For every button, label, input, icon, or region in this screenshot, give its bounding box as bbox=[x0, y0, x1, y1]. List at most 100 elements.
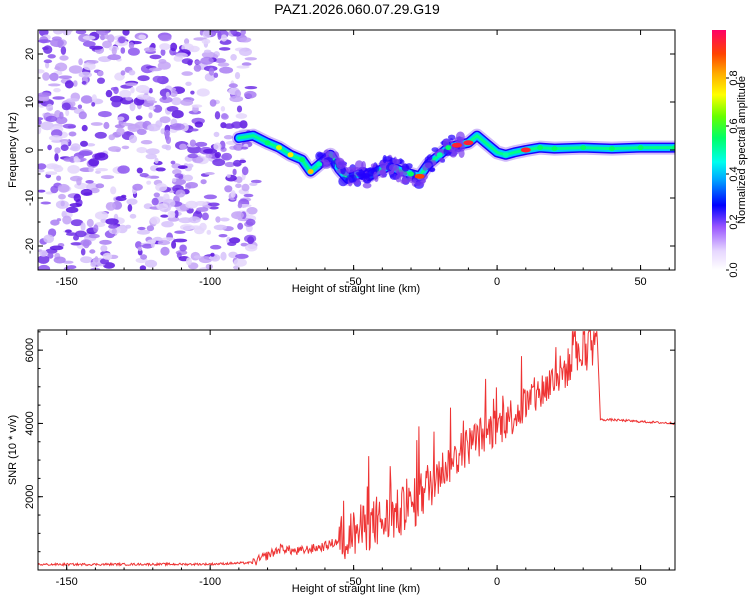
ridge-peak-mark bbox=[316, 161, 323, 167]
noise-speckle bbox=[188, 216, 201, 224]
noise-speckle bbox=[118, 36, 126, 44]
noise-speckle bbox=[148, 87, 153, 94]
ridge-speckle bbox=[330, 160, 336, 169]
noise-speckle bbox=[165, 91, 170, 98]
noise-speckle bbox=[146, 180, 152, 185]
noise-speckle bbox=[182, 174, 194, 182]
noise-speckle bbox=[90, 122, 103, 126]
noise-speckle bbox=[38, 264, 51, 270]
noise-speckle bbox=[39, 250, 48, 257]
noise-speckle bbox=[237, 222, 244, 230]
noise-speckle bbox=[178, 175, 184, 180]
noise-speckle bbox=[203, 148, 218, 154]
noise-speckle bbox=[73, 193, 82, 202]
noise-speckle bbox=[110, 186, 117, 195]
noise-speckle bbox=[172, 169, 182, 175]
noise-speckle bbox=[73, 156, 79, 162]
noise-speckle bbox=[83, 61, 96, 71]
noise-speckle bbox=[241, 62, 252, 66]
ridge-speckle bbox=[362, 182, 372, 189]
noise-speckle bbox=[246, 207, 258, 215]
noise-speckle bbox=[165, 144, 172, 151]
noise-speckle bbox=[173, 238, 188, 243]
y-tick-label: 4000 bbox=[24, 411, 36, 435]
noise-speckle bbox=[203, 194, 217, 200]
spectrogram-ridge bbox=[231, 128, 675, 189]
y-tick-label: -20 bbox=[24, 238, 36, 254]
ridge-speckle bbox=[448, 134, 456, 140]
y-tick-label: 6000 bbox=[24, 338, 36, 362]
noise-speckle bbox=[60, 46, 67, 55]
noise-speckle bbox=[82, 41, 96, 47]
noise-speckle bbox=[65, 206, 79, 213]
noise-speckle bbox=[65, 232, 78, 236]
noise-speckle bbox=[235, 253, 249, 259]
noise-speckle bbox=[224, 185, 233, 193]
noise-speckle bbox=[70, 175, 83, 182]
noise-speckle bbox=[171, 110, 184, 119]
noise-speckle bbox=[230, 30, 237, 35]
noise-speckle bbox=[219, 217, 230, 222]
noise-speckle bbox=[69, 203, 82, 208]
noise-speckle bbox=[205, 154, 213, 159]
noise-speckle bbox=[143, 47, 157, 52]
ridge-speckle bbox=[317, 152, 327, 159]
noise-speckle bbox=[78, 71, 93, 78]
noise-speckle bbox=[155, 167, 166, 172]
snr-xlabel: Height of straight line (km) bbox=[292, 583, 420, 595]
noise-speckle bbox=[161, 237, 176, 241]
noise-speckle bbox=[230, 190, 236, 198]
noise-speckle bbox=[170, 160, 176, 165]
noise-speckle bbox=[160, 246, 170, 256]
noise-speckle bbox=[171, 97, 182, 106]
noise-speckle bbox=[180, 99, 194, 106]
noise-speckle bbox=[157, 61, 171, 70]
noise-speckle bbox=[60, 144, 69, 151]
x-tick-label: -50 bbox=[346, 276, 362, 288]
ridge-peak-mark bbox=[436, 152, 443, 158]
noise-speckle bbox=[88, 166, 94, 173]
noise-speckle bbox=[132, 183, 143, 191]
noise-speckle bbox=[191, 104, 203, 108]
noise-speckle bbox=[233, 143, 244, 151]
noise-speckle bbox=[103, 121, 110, 130]
noise-speckle bbox=[47, 252, 54, 259]
noise-speckle bbox=[239, 47, 252, 57]
noise-speckle bbox=[38, 69, 45, 74]
noise-speckle bbox=[228, 83, 238, 88]
noise-speckle bbox=[223, 135, 233, 140]
noise-speckle bbox=[239, 37, 252, 43]
noise-speckle bbox=[181, 58, 194, 65]
noise-speckle bbox=[70, 242, 82, 246]
noise-speckle bbox=[181, 71, 193, 76]
noise-speckle bbox=[150, 216, 161, 225]
noise-speckle bbox=[147, 239, 157, 244]
noise-speckle bbox=[53, 256, 66, 264]
noise-speckle bbox=[78, 111, 87, 120]
noise-speckle bbox=[81, 124, 88, 132]
noise-speckle bbox=[250, 179, 262, 184]
colorbar-tick-label: 0.4 bbox=[728, 166, 740, 181]
x-tick-label: -100 bbox=[199, 576, 221, 588]
noise-speckle bbox=[233, 159, 242, 167]
noise-speckle bbox=[100, 175, 115, 180]
noise-speckle bbox=[240, 242, 248, 247]
y-tick-label: 20 bbox=[24, 48, 36, 60]
noise-speckle bbox=[249, 182, 258, 186]
noise-speckle bbox=[156, 203, 169, 210]
noise-speckle bbox=[160, 214, 169, 218]
noise-speckle bbox=[108, 134, 116, 141]
noise-speckle bbox=[214, 111, 221, 120]
noise-speckle bbox=[194, 201, 208, 206]
x-tick-label: 0 bbox=[494, 276, 500, 288]
noise-speckle bbox=[212, 158, 226, 167]
noise-speckle bbox=[100, 245, 108, 252]
noise-speckle bbox=[130, 86, 135, 94]
noise-speckle bbox=[97, 77, 105, 84]
noise-speckle bbox=[80, 188, 93, 196]
ridge-speckle bbox=[338, 176, 348, 187]
snr-series-line bbox=[38, 330, 675, 567]
snr-ticks: -150 -100 -50 0 50 2000 4000 6000 bbox=[24, 330, 675, 588]
noise-speckle bbox=[50, 185, 59, 194]
noise-speckle bbox=[234, 89, 242, 98]
